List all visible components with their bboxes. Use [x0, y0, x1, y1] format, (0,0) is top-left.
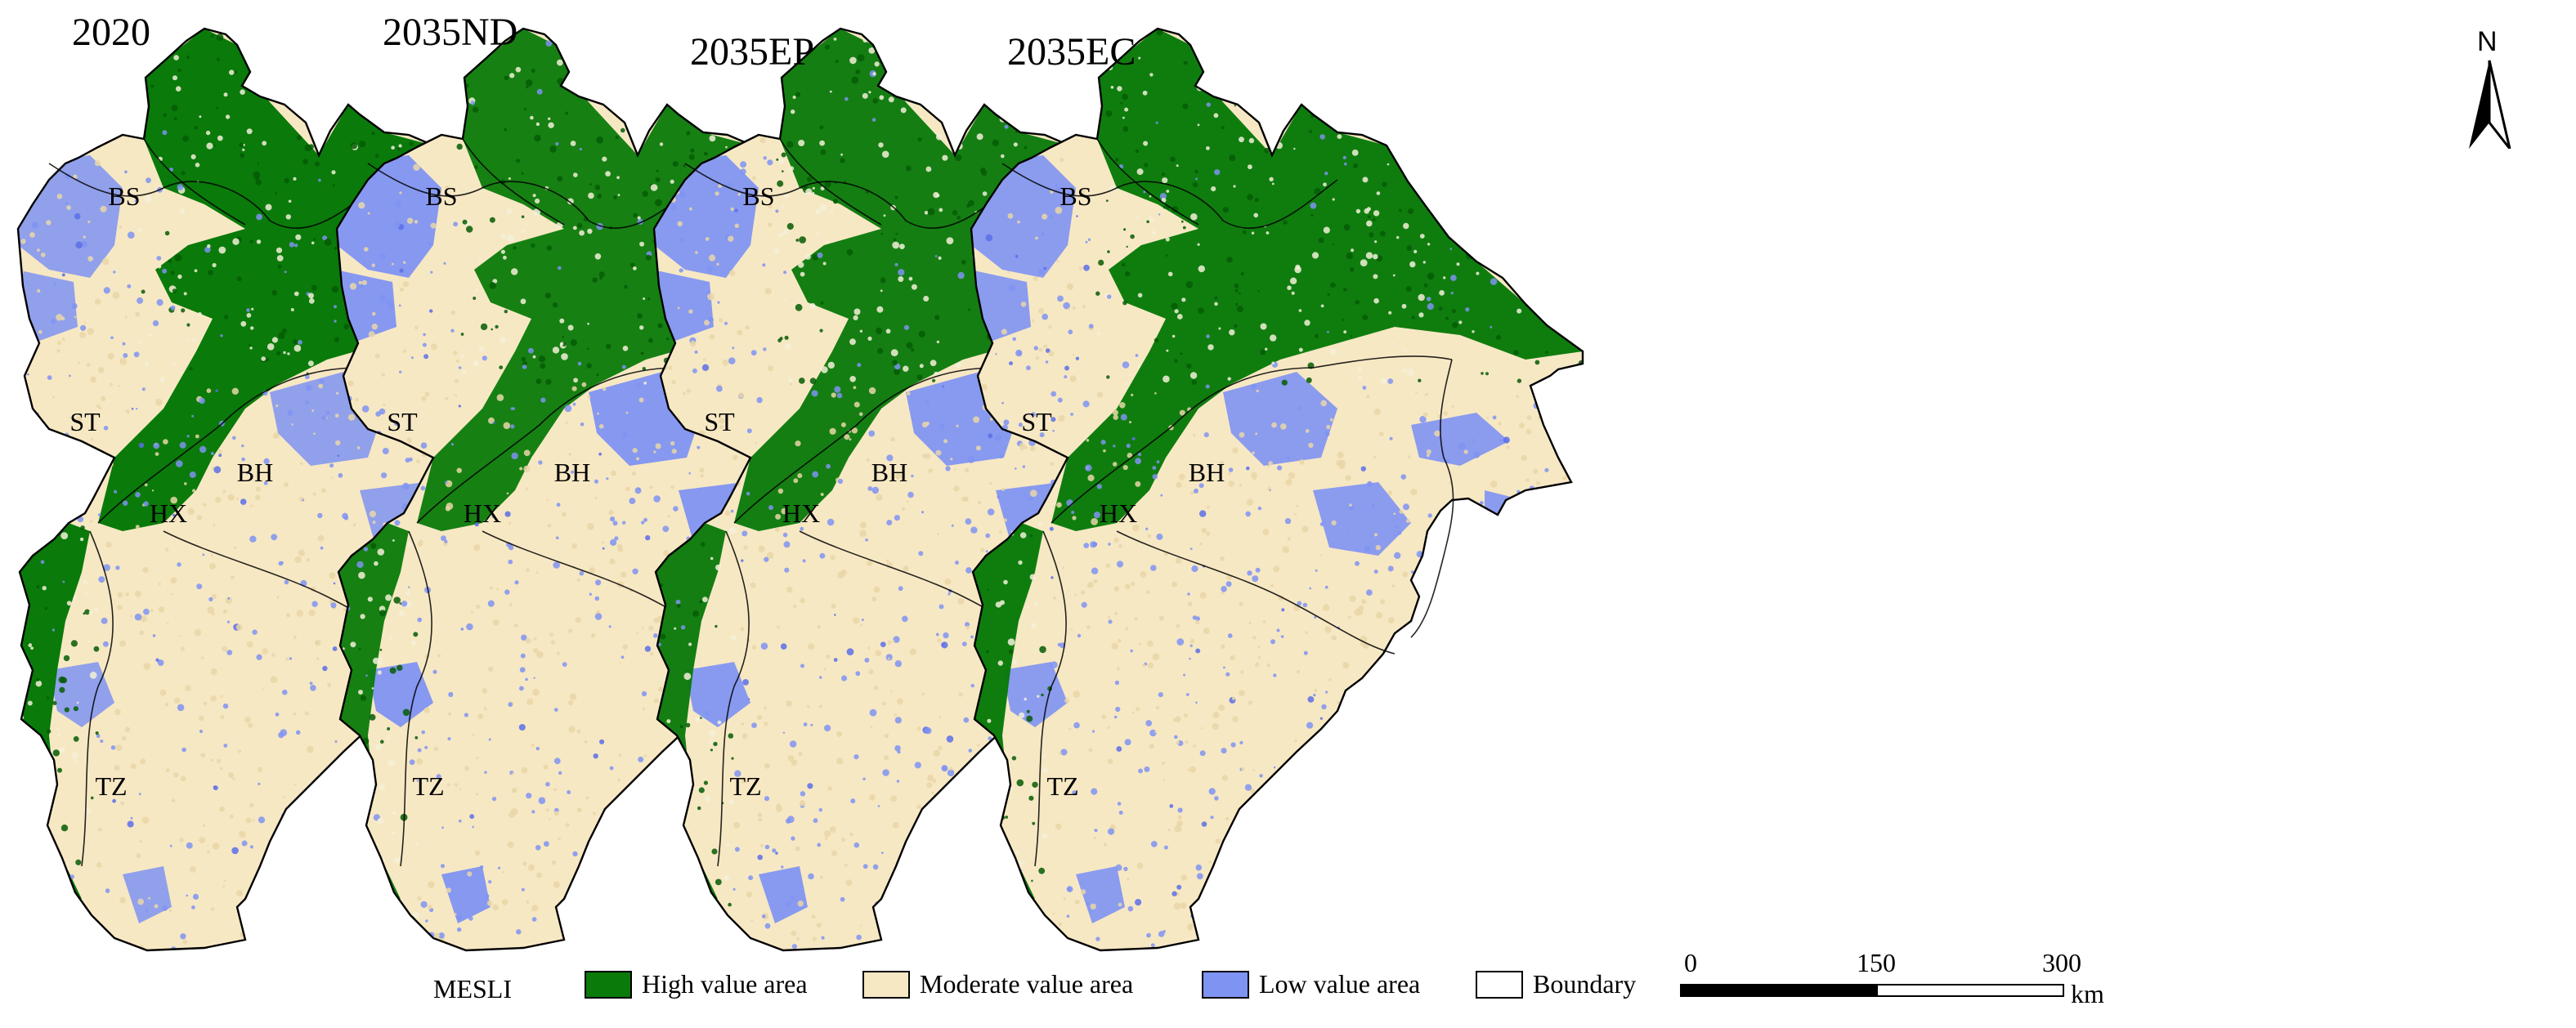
low-value-area — [1076, 866, 1125, 923]
legend-item-boundary: Boundary — [1476, 969, 1636, 999]
moderate-value-area — [971, 29, 1583, 950]
low-value-area — [441, 866, 491, 923]
region-label-bh: BH — [553, 458, 591, 487]
scale-tick-0: 0 — [1684, 948, 1697, 977]
region-label-bs: BS — [425, 181, 458, 211]
region-label-tz: TZ — [729, 771, 762, 801]
legend-swatch-moderate — [862, 970, 910, 999]
low-value-area — [1223, 372, 1337, 466]
scale-bar: 0 150 300 km — [1680, 948, 2105, 1013]
region-label-bs: BS — [1060, 181, 1092, 211]
region-label-hx: HX — [149, 498, 188, 528]
legend-label: Moderate value area — [920, 969, 1134, 999]
low-value-area — [1002, 662, 1068, 727]
region-map — [970, 27, 1584, 952]
low-value-area — [759, 866, 808, 923]
region-label-hx: HX — [463, 498, 502, 528]
scale-unit: km — [2071, 979, 2104, 1008]
low-value-area — [1485, 490, 1525, 637]
panel-title: 2020 — [72, 11, 150, 54]
region-label-st: ST — [1021, 407, 1052, 436]
scale-tick-300: 300 — [2042, 948, 2081, 977]
region-label-hx: HX — [1099, 498, 1138, 528]
north-label: N — [2477, 26, 2498, 57]
region-label-tz: TZ — [412, 771, 445, 801]
scale-segment-white — [1876, 984, 2064, 997]
panel-title: 2035EC — [1007, 30, 1136, 74]
scale-tick-150: 150 — [1857, 948, 1896, 977]
region-label-bs: BS — [742, 181, 775, 211]
panel-title: 2035ND — [383, 11, 518, 54]
panel-title: 2035EP — [690, 30, 815, 74]
high-value-area — [1051, 29, 1583, 531]
map-panel-2035ec: 2035EC BS ST HX BH TZ — [953, 0, 1591, 960]
low-value-area — [1411, 413, 1509, 466]
legend-swatch-high — [585, 970, 632, 999]
legend-label: High value area — [642, 969, 808, 999]
low-value-area — [123, 866, 172, 923]
region-label-bh: BH — [871, 458, 908, 487]
land-cover-layer — [971, 29, 1583, 950]
legend-title: MESLI — [433, 974, 512, 1003]
subregion-boundaries — [1001, 138, 1454, 867]
low-value-area — [685, 662, 750, 727]
region-label-bh: BH — [236, 458, 274, 487]
legend-item-high: High value area — [585, 969, 808, 999]
region-label-st: ST — [704, 407, 735, 436]
legend: MESLI High value area Moderate value are… — [433, 963, 1660, 1010]
study-area-boundary — [970, 27, 1584, 952]
region-label-bs: BS — [108, 181, 141, 211]
legend-item-moderate: Moderate value area — [862, 969, 1133, 999]
low-value-area — [368, 662, 433, 727]
region-label-st: ST — [387, 407, 418, 436]
region-label-tz: TZ — [1046, 771, 1079, 801]
legend-label: Boundary — [1533, 969, 1637, 999]
low-value-area — [1313, 482, 1411, 556]
region-label-tz: TZ — [95, 771, 128, 801]
region-label-hx: HX — [782, 498, 821, 528]
legend-label: Low value area — [1259, 969, 1421, 999]
legend-swatch-boundary — [1476, 970, 1523, 999]
legend-item-low: Low value area — [1202, 969, 1420, 999]
legend-swatch-low — [1202, 970, 1249, 999]
north-arrow-icon — [2469, 60, 2511, 149]
region-label-st: ST — [69, 407, 101, 436]
region-label-bh: BH — [1188, 458, 1225, 487]
scale-segment-black — [1680, 984, 1878, 997]
